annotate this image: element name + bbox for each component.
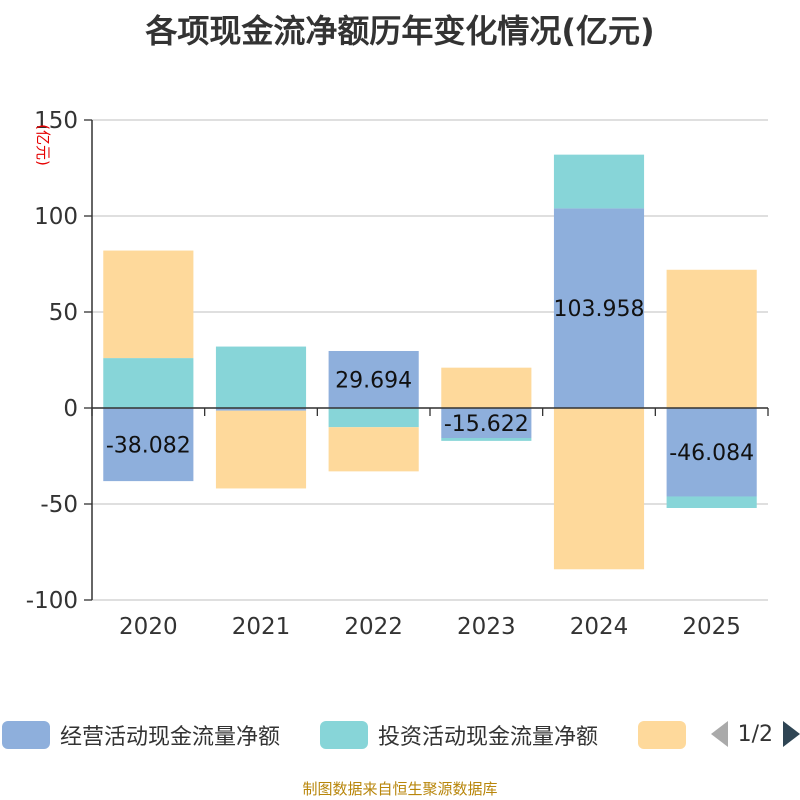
x-tick-label-2022: 2022 xyxy=(344,614,403,640)
bar-operating-2021 xyxy=(215,408,307,411)
data-label-operating-2022: 29.694 xyxy=(335,368,412,393)
legend-item-investing[interactable]: 投资活动现金流量净额 xyxy=(320,718,598,752)
legend-page-indicator: 1/2 xyxy=(737,721,773,747)
axis-layer xyxy=(84,119,769,601)
bar-financing-2021 xyxy=(215,410,307,489)
legend-swatch-financing xyxy=(638,721,686,749)
y-tick-label: 50 xyxy=(49,300,78,326)
y-axis-unit-label: (亿元) xyxy=(34,124,52,166)
x-tick-label-2023: 2023 xyxy=(457,614,516,640)
data-label-operating-2024: 103.958 xyxy=(554,297,645,322)
legend-swatch-operating xyxy=(2,721,50,749)
bar-operating-2024 xyxy=(553,208,645,408)
bar-financing-2024 xyxy=(553,408,645,570)
source-note: 制图数据来自恒生聚源数据库 xyxy=(302,780,498,798)
legend-label-investing: 投资活动现金流量净额 xyxy=(378,725,599,750)
chart-plot: -100 -50 0 50 100 150 -38.082 29.694 -15.622 103.… xyxy=(26,108,769,640)
bar-operating-2022 xyxy=(328,350,419,408)
data-label-operating-2020: -38.082 xyxy=(106,434,191,459)
x-tick-label-2024: 2024 xyxy=(570,614,629,640)
bar-investing-2025 xyxy=(666,496,757,509)
bar-investing-2021 xyxy=(215,346,307,408)
legend-swatch-investing xyxy=(320,721,368,749)
y-tick-label: 150 xyxy=(34,108,78,134)
x-tick-label-2020: 2020 xyxy=(119,614,178,640)
y-tick-label: -50 xyxy=(40,492,78,518)
bar-operating-2020 xyxy=(103,408,194,482)
x-tick-label-2025: 2025 xyxy=(682,614,741,640)
y-tick-label: 0 xyxy=(63,396,78,422)
legend-item-financing[interactable] xyxy=(638,718,696,752)
x-tick-label-2021: 2021 xyxy=(232,614,291,640)
bar-investing-2023 xyxy=(441,437,532,441)
bar-operating-2023 xyxy=(441,408,532,438)
legend-item-operating[interactable]: 经营活动现金流量净额 xyxy=(2,718,280,752)
bar-investing-2020 xyxy=(103,358,194,408)
chart-title: 各项现金流净额历年变化情况(亿元) xyxy=(145,12,655,50)
legend: 经营活动现金流量净额 投资活动现金流量净额 1/2 xyxy=(0,712,800,756)
bar-financing-2022 xyxy=(328,427,419,472)
legend-label-operating: 经营活动现金流量净额 xyxy=(60,725,281,750)
legend-next-page-icon[interactable] xyxy=(783,721,800,747)
legend-prev-page-icon[interactable] xyxy=(710,721,728,747)
bar-financing-2023 xyxy=(441,367,532,408)
bar-financing-2025 xyxy=(666,269,757,408)
bar-operating-2025 xyxy=(666,408,757,497)
label-layer: -100 -50 0 50 100 150 -38.082 29.694 -15.622 103.… xyxy=(26,108,754,640)
data-label-operating-2023: -15.622 xyxy=(444,412,529,437)
bar-financing-2020 xyxy=(103,250,194,359)
legend-pager: 1/2 xyxy=(710,716,800,752)
bar-layer xyxy=(103,154,757,570)
y-tick-label: -100 xyxy=(26,588,78,614)
bar-investing-2022 xyxy=(328,408,419,428)
bar-investing-2024 xyxy=(553,154,645,209)
data-label-operating-2025: -46.084 xyxy=(669,441,754,466)
y-tick-label: 100 xyxy=(34,204,78,230)
